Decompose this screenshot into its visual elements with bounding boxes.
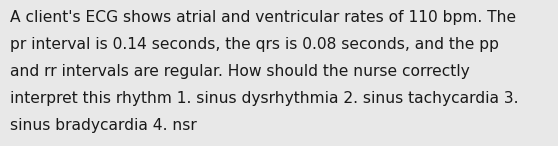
Text: pr interval is 0.14 seconds, the qrs is 0.08 seconds, and the pp: pr interval is 0.14 seconds, the qrs is …	[10, 37, 499, 52]
Text: interpret this rhythm 1. sinus dysrhythmia 2. sinus tachycardia 3.: interpret this rhythm 1. sinus dysrhythm…	[10, 91, 518, 106]
Text: A client's ECG shows atrial and ventricular rates of 110 bpm. The: A client's ECG shows atrial and ventricu…	[10, 10, 516, 25]
Text: sinus bradycardia 4. nsr: sinus bradycardia 4. nsr	[10, 118, 197, 133]
Text: and rr intervals are regular. How should the nurse correctly: and rr intervals are regular. How should…	[10, 64, 470, 79]
